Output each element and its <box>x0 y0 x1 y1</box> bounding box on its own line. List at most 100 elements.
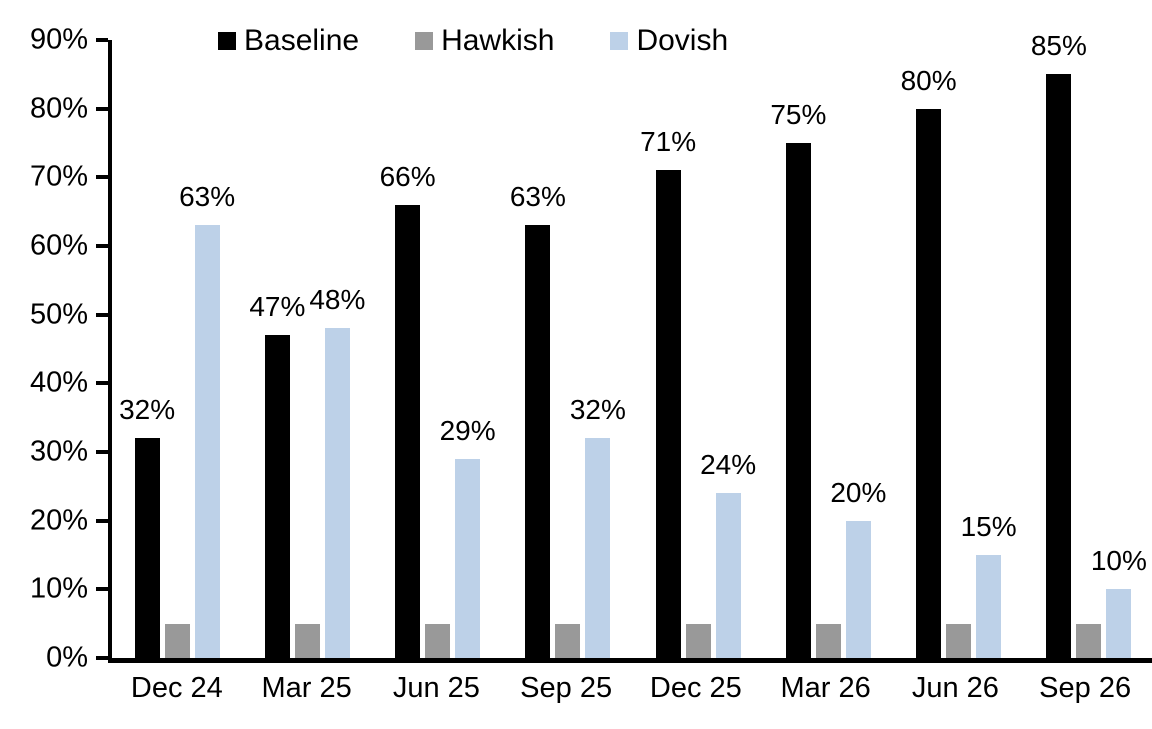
bar-wrap: 85% <box>1031 32 1087 658</box>
y-tick-mark <box>96 381 108 386</box>
bar-baseline <box>134 438 160 658</box>
y-tick-label: 80% <box>29 92 88 125</box>
x-tick-label: Jun 26 <box>911 672 999 704</box>
data-label-dovish: 63% <box>179 181 236 213</box>
plot-area: 32% 63% 47% 48% 66% 29% 63% 32% 71% 24% 75% 20% 80% 1… <box>108 32 1152 663</box>
x-tick-label: Mar 26 <box>780 672 871 704</box>
legend-swatch-icon <box>218 32 236 50</box>
legend-swatch-icon <box>415 32 434 50</box>
bar-dovish <box>455 458 481 658</box>
y-tick-label: 20% <box>29 504 88 537</box>
bar-baseline <box>525 225 551 658</box>
x-tick-label: Mar 25 <box>261 672 352 704</box>
bar-baseline <box>1046 74 1072 658</box>
y-tick-mark <box>96 450 108 454</box>
y-tick-mark <box>96 656 108 660</box>
data-label-dovish: 20% <box>830 476 887 508</box>
bar-hawkish <box>164 623 190 658</box>
data-label-baseline: 71% <box>640 126 697 158</box>
bar-group-jun-26: 80% 15% <box>894 40 1024 658</box>
bar-baseline <box>395 204 421 658</box>
bar-wrap <box>555 40 581 658</box>
data-label-baseline: 80% <box>900 64 957 96</box>
bar-wrap: 71% <box>640 40 696 658</box>
bar-wrap: 29% <box>440 40 496 658</box>
bar-wrap <box>294 40 320 658</box>
bar-dovish <box>976 555 1002 658</box>
y-tick-mark <box>96 587 108 592</box>
data-label-baseline: 85% <box>1030 30 1087 62</box>
bar-baseline <box>655 170 681 658</box>
data-label-dovish: 32% <box>569 394 626 426</box>
bar-hawkish <box>294 623 320 658</box>
data-label-dovish: 15% <box>960 511 1017 543</box>
legend: Baseline Hawkish Dovish <box>218 26 728 56</box>
bar-hawkish <box>1076 623 1102 658</box>
x-tick-label: Jun 25 <box>392 672 480 704</box>
bar-hawkish <box>815 623 841 658</box>
data-label-baseline: 47% <box>249 291 306 323</box>
x-axis-labels: Dec 24 Mar 25 Jun 25 Sep 25 Dec 25 Mar 26 Jun … <box>112 663 1150 705</box>
data-label-baseline: 75% <box>770 99 827 130</box>
bar-wrap: 80% <box>901 40 957 658</box>
legend-label: Hawkish <box>441 24 555 57</box>
bar-wrap: 24% <box>700 40 756 658</box>
data-label-dovish: 10% <box>1090 545 1147 577</box>
bar-wrap <box>946 40 972 658</box>
bar-group-sep-25: 63% 32% <box>503 40 633 658</box>
bar-group-dec-24: 32% 63% <box>112 40 242 658</box>
y-tick-label: 60% <box>29 229 88 262</box>
bar-hawkish <box>946 623 972 658</box>
legend-swatch-icon <box>610 32 629 50</box>
bar-hawkish <box>555 623 581 658</box>
y-tick-label: 40% <box>29 366 88 399</box>
bar-wrap: 63% <box>179 40 235 658</box>
bar-dovish <box>845 520 871 658</box>
bar-group-dec-25: 71% 24% <box>633 40 763 658</box>
y-tick-mark <box>96 38 108 42</box>
bar-wrap: 63% <box>510 40 566 658</box>
bar-dovish <box>585 438 611 658</box>
bar-wrap: 20% <box>830 40 886 658</box>
legend-item-dovish: Dovish <box>610 26 728 56</box>
bar-group-sep-26: 85% 10% <box>1024 32 1152 658</box>
bar-wrap: 32% <box>570 40 626 658</box>
bar-wrap: 47% <box>249 40 305 658</box>
bar-wrap <box>1076 40 1102 658</box>
y-tick-mark <box>96 175 108 180</box>
y-tick-label: 50% <box>29 298 88 331</box>
y-tick-label: 70% <box>29 160 88 193</box>
bar-wrap: 32% <box>119 40 175 658</box>
bar-wrap: 10% <box>1091 40 1147 658</box>
bar-hawkish <box>685 623 711 658</box>
bar-dovish <box>715 493 741 658</box>
y-tick-label: 10% <box>29 572 88 605</box>
bar-dovish <box>324 328 350 658</box>
x-tick-label: Dec 25 <box>649 672 742 704</box>
bar-baseline <box>785 143 811 658</box>
bar-wrap: 66% <box>380 40 436 658</box>
x-tick-label: Sep 25 <box>520 672 613 704</box>
bar-wrap: 48% <box>309 40 365 658</box>
y-tick-mark <box>96 312 108 317</box>
data-label-dovish: 48% <box>309 284 366 316</box>
data-label-baseline: 63% <box>509 181 566 213</box>
y-tick-mark <box>96 244 108 248</box>
bar-groups: 32% 63% 47% 48% 66% 29% 63% 32% 71% 24% 75% 20% 80% 1… <box>112 32 1152 658</box>
y-axis: 0% 10% 20% 30% 40% 50% 60% 70% 80% 90% <box>0 25 108 672</box>
x-tick-label: Dec 24 <box>130 672 223 704</box>
bar-wrap <box>815 40 841 658</box>
x-tick-label: Sep 26 <box>1039 672 1132 704</box>
legend-item-baseline: Baseline <box>218 26 359 56</box>
bar-baseline <box>916 108 942 658</box>
bar-dovish <box>1106 589 1132 658</box>
data-label-dovish: 29% <box>439 414 496 446</box>
y-tick-label: 90% <box>29 23 88 56</box>
legend-item-hawkish: Hawkish <box>415 26 554 56</box>
legend-label: Baseline <box>244 24 360 57</box>
bar-wrap: 15% <box>961 40 1017 658</box>
bar-wrap <box>425 40 451 658</box>
y-tick-mark <box>96 106 108 111</box>
y-tick-label: 0% <box>46 641 88 674</box>
